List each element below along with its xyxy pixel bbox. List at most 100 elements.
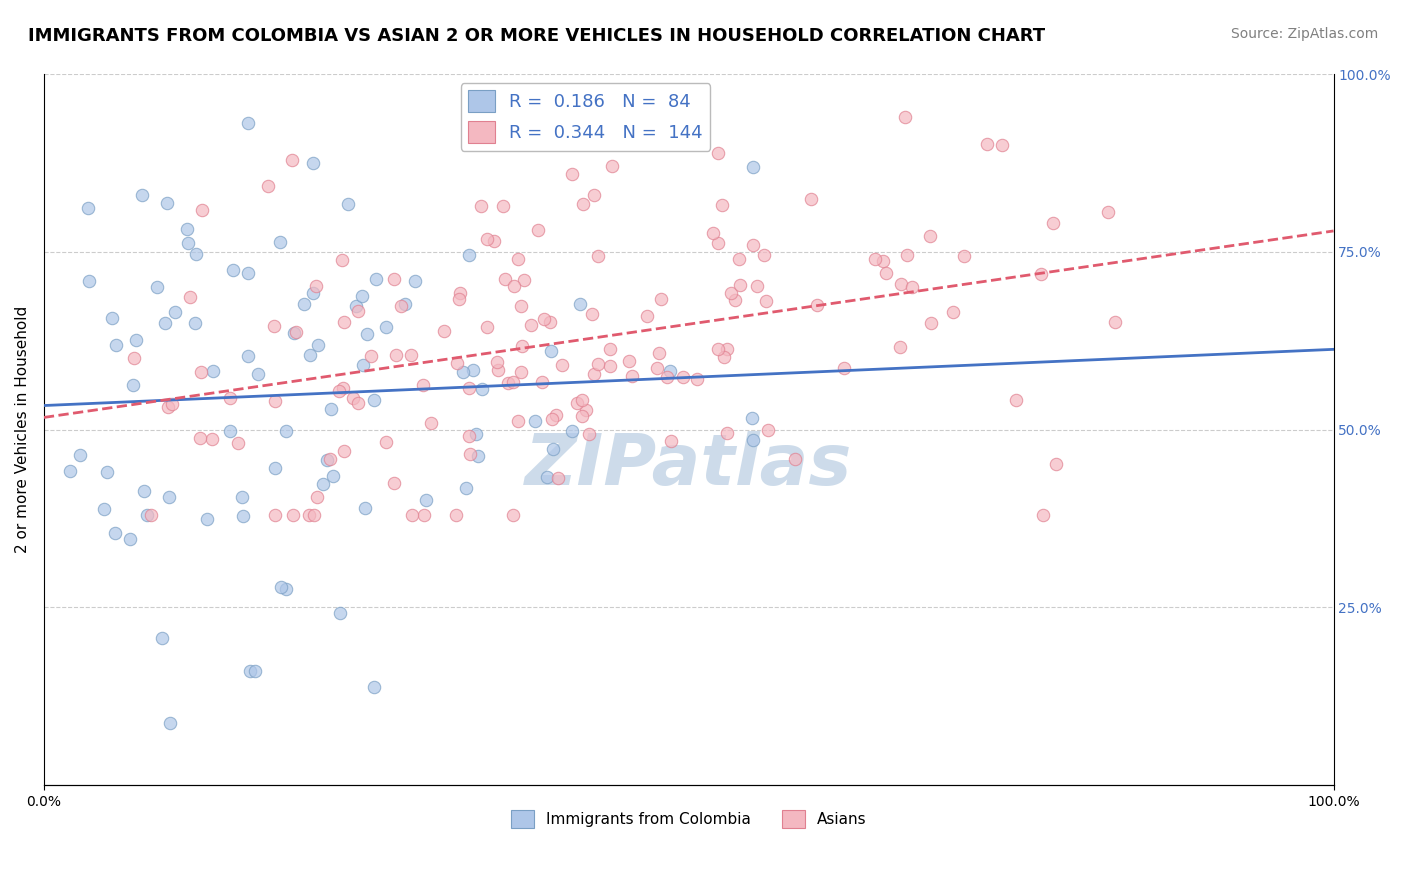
Point — [183, 316, 205, 330]
Point — [419, 416, 441, 430]
Point — [894, 110, 917, 124]
Point — [538, 315, 561, 329]
Point — [458, 380, 481, 394]
Point — [471, 382, 494, 396]
Point — [976, 136, 998, 151]
Point — [467, 450, 489, 464]
Text: Source: ZipAtlas.com: Source: ZipAtlas.com — [1230, 27, 1378, 41]
Point — [100, 311, 122, 326]
Point — [139, 508, 162, 522]
Point — [561, 425, 583, 439]
Point — [415, 493, 437, 508]
Point — [510, 299, 533, 313]
Point — [458, 429, 481, 443]
Point — [990, 138, 1012, 153]
Point — [918, 228, 941, 243]
Point — [302, 285, 325, 300]
Point — [264, 461, 287, 475]
Point — [263, 393, 285, 408]
Point — [122, 351, 145, 366]
Point — [710, 198, 733, 212]
Point — [752, 247, 775, 261]
Point — [506, 414, 529, 428]
Point — [247, 367, 270, 381]
Point — [561, 167, 583, 181]
Point — [575, 402, 598, 417]
Point — [150, 631, 173, 645]
Point — [197, 511, 219, 525]
Point — [533, 312, 555, 326]
Point — [96, 465, 118, 479]
Point — [582, 367, 605, 381]
Point — [547, 470, 569, 484]
Point — [226, 436, 249, 450]
Point — [599, 343, 621, 357]
Point — [190, 365, 212, 379]
Point — [104, 526, 127, 541]
Point — [494, 272, 516, 286]
Point — [433, 324, 456, 338]
Point — [146, 280, 169, 294]
Point — [239, 664, 262, 678]
Point — [125, 334, 148, 348]
Point — [384, 348, 406, 362]
Point — [274, 582, 297, 597]
Point — [470, 199, 492, 213]
Point — [219, 424, 242, 438]
Point — [298, 348, 321, 362]
Point — [337, 197, 360, 211]
Point — [541, 442, 564, 456]
Point — [569, 297, 592, 311]
Point — [281, 508, 304, 522]
Point — [264, 508, 287, 522]
Point — [571, 392, 593, 407]
Point — [333, 316, 356, 330]
Point — [243, 664, 266, 678]
Point — [1032, 508, 1054, 522]
Point — [188, 432, 211, 446]
Point — [686, 371, 709, 385]
Point — [510, 365, 533, 379]
Point — [177, 235, 200, 250]
Point — [236, 116, 259, 130]
Point — [451, 365, 474, 379]
Point — [330, 253, 353, 268]
Point — [305, 490, 328, 504]
Point — [747, 278, 769, 293]
Point — [389, 299, 412, 313]
Point — [621, 369, 644, 384]
Point — [599, 359, 621, 373]
Point — [346, 396, 368, 410]
Point — [572, 196, 595, 211]
Point — [800, 192, 823, 206]
Point — [333, 444, 356, 458]
Point — [356, 326, 378, 341]
Point — [79, 275, 101, 289]
Point — [540, 344, 562, 359]
Point — [655, 370, 678, 384]
Point — [502, 508, 524, 522]
Point — [1029, 267, 1052, 281]
Point — [307, 337, 329, 351]
Point — [756, 423, 779, 437]
Point — [952, 249, 974, 263]
Point — [319, 401, 342, 416]
Point — [118, 532, 141, 546]
Text: IMMIGRANTS FROM COLOMBIA VS ASIAN 2 OR MORE VEHICLES IN HOUSEHOLD CORRELATION CH: IMMIGRANTS FROM COLOMBIA VS ASIAN 2 OR M… — [28, 27, 1045, 45]
Point — [352, 289, 374, 303]
Point — [399, 348, 422, 362]
Point — [222, 262, 245, 277]
Point — [274, 424, 297, 438]
Point — [727, 252, 749, 266]
Point — [581, 307, 603, 321]
Point — [475, 232, 498, 246]
Point — [285, 325, 308, 339]
Point — [600, 159, 623, 173]
Point — [59, 464, 82, 478]
Point — [806, 298, 828, 312]
Point — [546, 408, 568, 422]
Point — [160, 397, 183, 411]
Point — [328, 384, 350, 398]
Point — [741, 411, 763, 425]
Point — [269, 235, 291, 250]
